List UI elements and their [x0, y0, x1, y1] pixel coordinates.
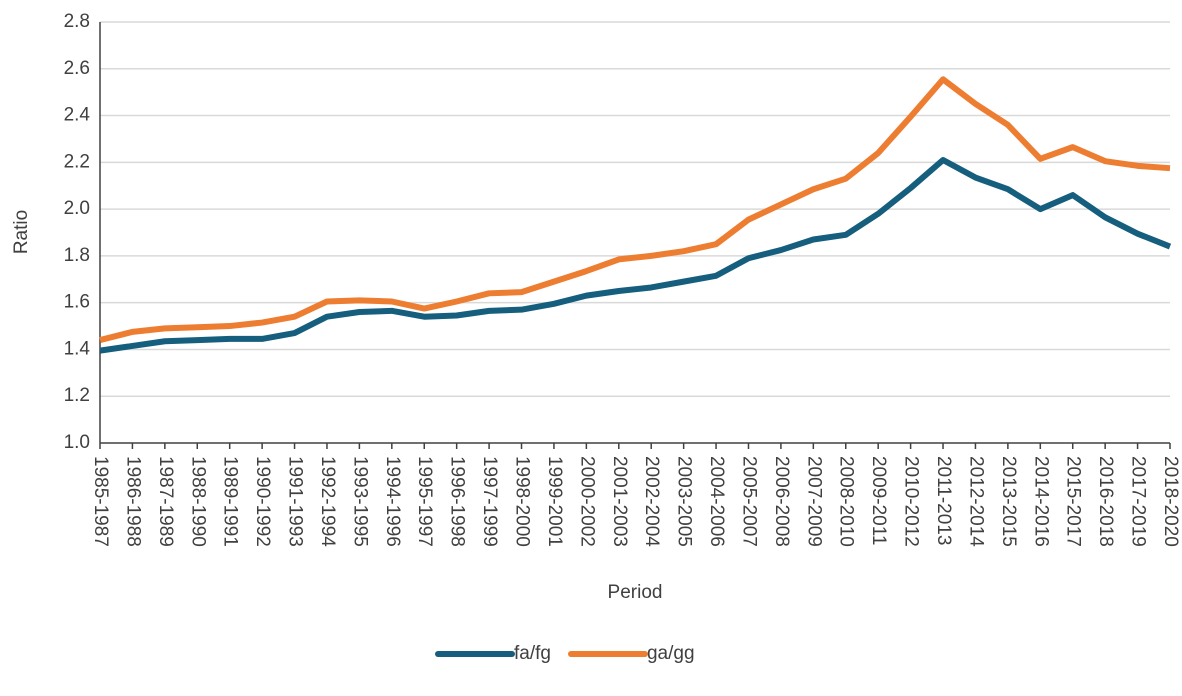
x-tick-label: 1997-1999 — [479, 456, 500, 547]
x-tick-label: 1998-2000 — [511, 456, 532, 547]
x-tick-label: 2015-2017 — [1063, 456, 1084, 547]
x-tick-label: 2006-2008 — [771, 456, 792, 547]
x-tick-label: 2012-2014 — [965, 456, 986, 547]
y-tick-label: 1.2 — [64, 385, 90, 406]
x-tick-label: 2000-2002 — [576, 456, 597, 547]
x-tick-label: 1985-1987 — [90, 456, 111, 547]
x-tick-label: 1987-1989 — [155, 456, 176, 547]
y-tick-label: 2.4 — [64, 105, 91, 126]
line-series — [99, 156, 1172, 354]
x-tick-label: 1988-1990 — [187, 456, 208, 547]
x-tick-label: 2005-2007 — [738, 456, 759, 547]
x-tick-label: 1995-1997 — [414, 456, 435, 547]
y-tick-label: 1.4 — [64, 338, 91, 359]
x-tick-label: 2017-2019 — [1128, 456, 1149, 547]
x-tick-label: 2016-2018 — [1095, 456, 1116, 547]
x-tick-label: 2018-2020 — [1160, 456, 1181, 547]
y-tick-label: 2.8 — [64, 11, 90, 32]
x-tick-label: 1996-1998 — [447, 456, 468, 547]
x-axis-label: Period — [608, 582, 663, 603]
line-series — [99, 76, 1171, 343]
x-tick-label: 2008-2010 — [836, 456, 857, 547]
x-tick-label: 1986-1988 — [122, 456, 143, 547]
x-tick-label: 1989-1991 — [220, 456, 241, 547]
x-tick-label: 1994-1996 — [382, 456, 403, 547]
y-tick-label: 2.2 — [64, 151, 90, 172]
x-tick-label: 2003-2005 — [674, 456, 695, 547]
y-axis-label: Ratio — [11, 210, 32, 254]
x-tick-label: 2014-2016 — [1030, 456, 1051, 547]
x-tick-label: 1990-1992 — [252, 456, 273, 547]
legend-label: fa/fg — [514, 643, 551, 664]
x-tick-label: 1993-1995 — [349, 456, 370, 547]
x-tick-label: 2007-2009 — [803, 456, 824, 547]
y-tick-label: 1.0 — [64, 432, 90, 453]
x-tick-label: 1992-1994 — [317, 456, 338, 547]
x-tick-label: 2009-2011 — [868, 456, 889, 545]
x-tick-label: 2011-2013 — [933, 456, 954, 545]
x-tick-label: 1991-1993 — [285, 456, 306, 547]
x-tick-label: 2010-2012 — [901, 456, 922, 547]
x-tick-label: 2001-2003 — [609, 456, 630, 547]
legend-label: ga/gg — [647, 643, 695, 664]
x-tick-label: 2013-2015 — [998, 456, 1019, 547]
y-tick-label: 2.6 — [64, 58, 90, 79]
x-tick-label: 2004-2006 — [706, 456, 727, 547]
y-tick-label: 1.8 — [64, 245, 90, 266]
y-tick-label: 1.6 — [64, 292, 90, 313]
x-tick-label: 2002-2004 — [641, 456, 662, 547]
x-tick-label: 1999-2001 — [544, 456, 565, 547]
y-tick-label: 2.0 — [64, 198, 90, 219]
